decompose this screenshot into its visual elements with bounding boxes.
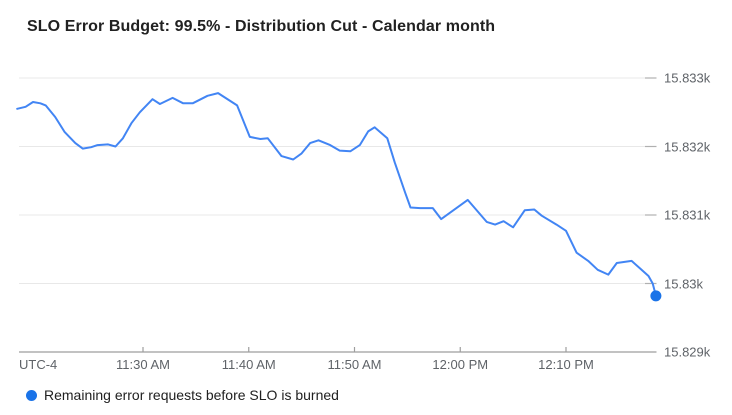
legend: Remaining error requests before SLO is b…	[26, 387, 339, 403]
series-dot-icon	[26, 389, 37, 401]
y-tick-label: 15.829k	[664, 344, 711, 360]
y-tick-label: 15.83k	[664, 276, 704, 291]
x-tick-label: 12:00 PM	[432, 357, 489, 372]
legend-item[interactable]: Remaining error requests before SLO is b…	[26, 387, 339, 403]
utc-offset-label: UTC-4	[19, 357, 58, 372]
y-tick-label: 15.831k	[664, 207, 711, 223]
legend-label: Remaining error requests before SLO is b…	[44, 387, 339, 403]
x-tick-label: 11:50 AM	[327, 357, 382, 372]
x-tick-label: 12:10 PM	[538, 357, 594, 372]
y-tick-label: 15.833k	[664, 70, 711, 86]
y-tick-label: 15.832k	[664, 139, 711, 154]
x-tick-label: 11:30 AM	[116, 357, 170, 372]
chart-title: SLO Error Budget: 99.5% - Distribution C…	[27, 18, 496, 35]
x-tick-label: 11:40 AM	[221, 357, 276, 372]
